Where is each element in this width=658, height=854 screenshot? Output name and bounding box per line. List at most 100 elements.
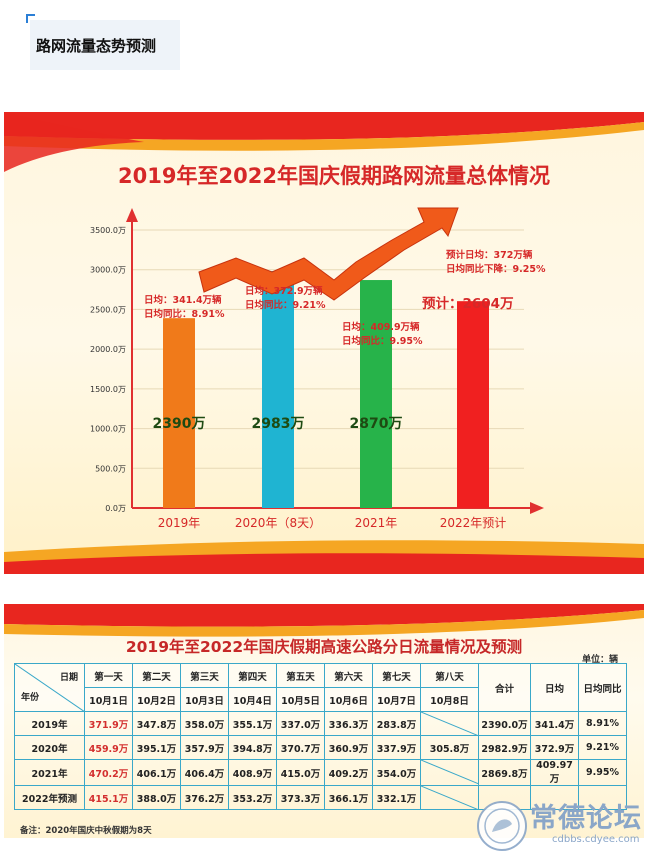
ann-2022-forecast: 预计：2604万 xyxy=(422,295,514,312)
cell-yoy: 9.21% xyxy=(578,735,627,760)
y-tick-label: 1000.0万 xyxy=(90,425,126,434)
cell-day-8 xyxy=(420,759,479,786)
heading-corner-mark xyxy=(26,14,35,23)
header-date-2: 10月2日 xyxy=(132,687,181,712)
y-tick-label: 3500.0万 xyxy=(90,226,126,235)
ann-2021-avg: 日均：409.9万辆 xyxy=(342,321,420,333)
bar-value-label: 2870万 xyxy=(350,416,403,432)
cell-day-5: 370.7万 xyxy=(276,735,325,760)
ann-2019-avg: 日均：341.4万辆 xyxy=(144,294,222,306)
row-year: 2019年 xyxy=(14,711,85,736)
x-category-label: 2022年预计 xyxy=(440,516,507,530)
top-swoosh-orange xyxy=(4,122,644,151)
ann-2022-yoy: 日均同比下降：9.25% xyxy=(446,263,546,275)
table-header-row-dates: 10月1日 10月2日 10月3日 10月4日 10月5日 10月6日 10月7… xyxy=(14,687,627,712)
corner-label-date: 日期 xyxy=(59,673,78,683)
header-yoy: 日均同比 xyxy=(578,663,627,712)
cell-day-1: 415.1万 xyxy=(84,785,133,810)
trend-arrow xyxy=(198,207,459,301)
header-date-5: 10月5日 xyxy=(276,687,325,712)
cell-day-7: 332.1万 xyxy=(372,785,421,810)
table-row: 2021年 470.2万 406.1万 406.4万 408.9万 415.0万 409.2… xyxy=(14,759,627,786)
cell-day-2: 347.8万 xyxy=(132,711,181,736)
y-axis-ticks: 3500.0万 3000.0万 2500.0万 2000.0万 1500.0万 1000.… xyxy=(90,226,126,513)
bar-2 xyxy=(262,271,294,508)
cell-day-4: 353.2万 xyxy=(228,785,277,810)
table-panel-decor xyxy=(4,604,644,637)
table-note: 备注：2020年国庆中秋假期为8天 xyxy=(20,826,152,836)
chart-title: 2019年至2022年国庆假期路网流量总体情况 xyxy=(118,164,550,188)
empty-cell-diagonal xyxy=(421,712,479,736)
x-category-label: 2020年（8天） xyxy=(235,516,321,530)
cell-day-3: 406.4万 xyxy=(180,759,229,786)
empty-cell-diagonal xyxy=(421,786,479,810)
daily-flow-table: 日期 年份 第一天 第二天 第三天 第四天 第五天 第六天 第七天 第八天 合计… xyxy=(14,663,627,810)
table-unit: 单位：辆 xyxy=(581,655,618,665)
row-year: 2020年 xyxy=(14,735,85,760)
header-day-8: 第八天 xyxy=(420,663,479,688)
cell-day-6: 360.9万 xyxy=(324,735,373,760)
corner-diagonal xyxy=(15,664,85,712)
table-row: 2019年 371.9万 347.8万 358.0万 355.1万 337.0万 336.3… xyxy=(14,711,627,736)
table-title: 2019年至2022年国庆假期高速公路分日流量情况及预测 xyxy=(125,638,523,656)
header-date-7: 10月7日 xyxy=(372,687,421,712)
chart-bars xyxy=(163,271,489,508)
ann-2020-yoy: 日均同比：9.21% xyxy=(245,299,326,311)
y-axis-arrow xyxy=(126,208,138,222)
corner-label-year: 年份 xyxy=(21,693,40,703)
cell-day-4: 408.9万 xyxy=(228,759,277,786)
corner-header: 日期 年份 xyxy=(14,663,85,712)
left-swoosh xyxy=(4,112,144,172)
header-day-3: 第三天 xyxy=(180,663,229,688)
table-row: 2022年预测 415.1万 388.0万 376.2万 353.2万 373.3万 366… xyxy=(14,785,627,810)
x-axis-labels: 2019年 2020年（8天） 2021年 2022年预计 xyxy=(158,516,507,530)
watermark-text: 常德论坛 xyxy=(530,803,642,834)
y-tick-label: 2000.0万 xyxy=(90,345,126,354)
watermark-logo xyxy=(477,801,527,851)
y-tick-label: 500.0万 xyxy=(95,464,126,473)
heading-box xyxy=(30,20,180,70)
x-category-label: 2019年 xyxy=(158,516,201,530)
row-year: 2022年预测 xyxy=(14,785,85,810)
header-avg: 日均 xyxy=(530,663,579,712)
empty-cell-diagonal xyxy=(421,760,479,784)
table-body: 2019年 371.9万 347.8万 358.0万 355.1万 337.0万 336.3… xyxy=(14,711,627,810)
y-tick-label: 1500.0万 xyxy=(90,385,126,394)
header-date-1: 10月1日 xyxy=(84,687,133,712)
ann-2021-yoy: 日均同比：9.95% xyxy=(342,335,423,347)
cell-total: 2982.9万 xyxy=(478,735,531,760)
cell-day-5: 373.3万 xyxy=(276,785,325,810)
bar-value-labels: 2390万 2983万 2870万 xyxy=(153,416,403,432)
cell-total: 2869.8万 xyxy=(478,759,531,786)
header-date-3: 10月3日 xyxy=(180,687,229,712)
cell-day-8 xyxy=(420,711,479,736)
cell-yoy xyxy=(578,785,627,810)
header-date-4: 10月4日 xyxy=(228,687,277,712)
cell-day-2: 406.1万 xyxy=(132,759,181,786)
cell-day-2: 388.0万 xyxy=(132,785,181,810)
bottom-swoosh-red xyxy=(4,553,644,574)
ann-2019-yoy: 日均同比：8.91% xyxy=(144,308,225,320)
traffic-chart-panel: 2019年至2022年国庆假期路网流量总体情况 3500.0万 3000.0万 25… xyxy=(4,112,644,574)
cell-avg: 341.4万 xyxy=(530,711,579,736)
x-axis-arrow xyxy=(530,502,544,514)
cell-day-4: 355.1万 xyxy=(228,711,277,736)
cell-day-3: 357.9万 xyxy=(180,735,229,760)
row-year: 2021年 xyxy=(14,759,85,786)
cell-avg xyxy=(530,785,579,810)
table-row: 2020年 459.9万 395.1万 357.9万 394.8万 370.7万 360.9… xyxy=(14,735,627,760)
cell-day-7: 283.8万 xyxy=(372,711,421,736)
bar-1 xyxy=(163,318,195,508)
cell-day-8: 305.8万 xyxy=(420,735,479,760)
header-day-4: 第四天 xyxy=(228,663,277,688)
bar-value-label: 2983万 xyxy=(252,416,305,432)
traffic-chart: 2019年至2022年国庆假期路网流量总体情况 3500.0万 3000.0万 25… xyxy=(4,112,644,574)
ann-2020-avg: 日均：372.9万辆 xyxy=(245,285,323,297)
cell-day-3: 376.2万 xyxy=(180,785,229,810)
cell-day-6: 336.3万 xyxy=(324,711,373,736)
header-day-7: 第七天 xyxy=(372,663,421,688)
cell-day-1: 459.9万 xyxy=(84,735,133,760)
x-category-label: 2021年 xyxy=(355,516,398,530)
table-top-swoosh-orange xyxy=(4,610,644,637)
cell-day-2: 395.1万 xyxy=(132,735,181,760)
